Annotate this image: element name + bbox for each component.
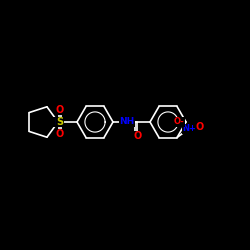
Text: O: O [56,105,64,115]
Text: O-: O- [174,117,184,126]
Text: NH: NH [120,118,135,126]
Text: N+: N+ [182,124,196,133]
Text: O: O [196,122,204,132]
Text: O: O [134,131,142,141]
Text: O: O [56,129,64,139]
Text: N: N [54,117,62,127]
Text: S: S [56,117,64,127]
